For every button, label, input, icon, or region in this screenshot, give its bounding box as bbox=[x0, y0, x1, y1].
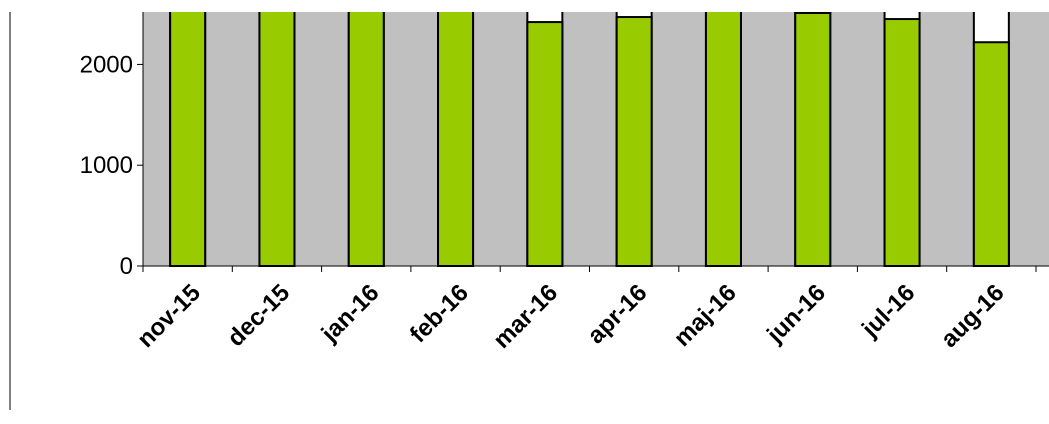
actual-bar bbox=[883, 18, 921, 267]
y-tick-label: 2000 bbox=[80, 51, 133, 78]
x-tick-label: jun-16 bbox=[761, 279, 831, 349]
x-tick-label: mar-16 bbox=[488, 279, 563, 354]
actual-bar bbox=[794, 12, 832, 268]
actual-bar bbox=[347, 12, 385, 268]
x-tick-label: aug-16 bbox=[936, 279, 1010, 353]
actual-bar bbox=[615, 16, 653, 267]
x-tick-label: feb-16 bbox=[405, 279, 474, 348]
x-tick-label: jan-16 bbox=[316, 279, 385, 348]
x-tick-label: maj-16 bbox=[669, 279, 742, 352]
actual-bar bbox=[704, 12, 742, 268]
x-tick-label: apr-16 bbox=[582, 279, 652, 349]
actual-bar bbox=[972, 41, 1010, 267]
y-tick-labels: 0 1000 2000 bbox=[80, 51, 133, 280]
actual-bar bbox=[437, 12, 475, 268]
x-tick-label: dec-15 bbox=[222, 279, 295, 352]
y-tick-label: 1000 bbox=[80, 152, 133, 179]
actual-bar bbox=[258, 12, 296, 268]
actual-bar bbox=[526, 21, 564, 268]
axes bbox=[137, 12, 1049, 272]
y-tick-label: 0 bbox=[120, 253, 133, 280]
x-tick-label: jul-16 bbox=[856, 279, 920, 343]
x-tick-label: nov-15 bbox=[132, 279, 206, 353]
actual-bars bbox=[169, 12, 1010, 268]
actual-bar bbox=[169, 12, 207, 268]
x-tick-labels: nov-15 dec-15 jan-16 feb-16 mar-16 apr-16 maj-… bbox=[132, 279, 1010, 354]
